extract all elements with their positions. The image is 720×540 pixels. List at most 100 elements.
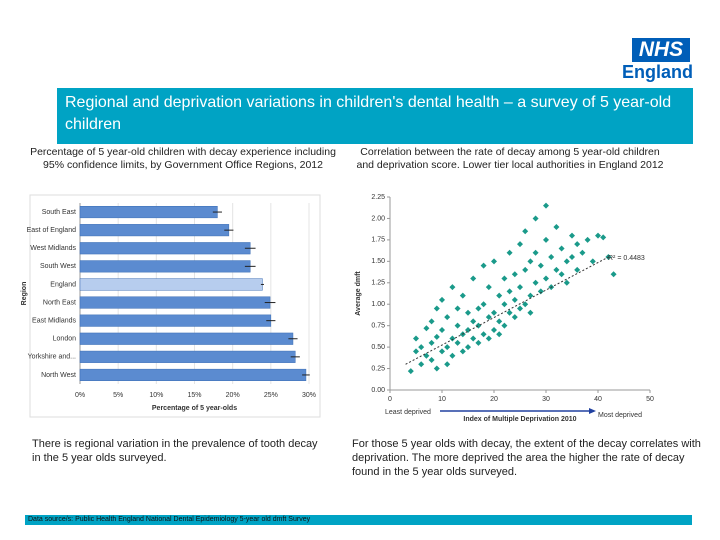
point	[558, 271, 565, 278]
point	[496, 318, 503, 325]
point	[501, 275, 508, 282]
point	[553, 224, 560, 231]
point	[584, 236, 591, 243]
x-tick-label: 40	[594, 396, 602, 403]
point	[537, 288, 544, 295]
point	[480, 301, 487, 308]
point	[496, 331, 503, 338]
point	[574, 241, 581, 248]
point	[449, 352, 456, 359]
point	[543, 236, 549, 243]
point	[501, 301, 508, 308]
x-tick-label: 5%	[113, 392, 123, 399]
arrow-head	[589, 408, 596, 414]
point	[433, 333, 440, 340]
point	[465, 326, 471, 333]
y-axis-label: Average dmft	[355, 271, 362, 316]
point	[537, 262, 544, 269]
point	[553, 266, 560, 273]
point	[610, 271, 617, 278]
point	[485, 314, 492, 321]
point	[511, 314, 518, 321]
y-tick-label: 0.00	[371, 387, 385, 394]
bar	[79, 350, 296, 363]
point	[527, 292, 534, 299]
point	[480, 331, 487, 338]
point	[517, 284, 523, 291]
point	[428, 339, 435, 346]
y-tick-label: 1.50	[371, 258, 385, 265]
point	[449, 284, 456, 291]
point	[475, 339, 482, 346]
y-tick-label: West Midlands	[30, 245, 76, 252]
x-tick-label: 10	[438, 396, 446, 403]
y-tick-label: East of England	[27, 227, 77, 234]
bar	[79, 332, 294, 345]
x-tick-label: 20	[490, 396, 498, 403]
point	[454, 305, 461, 312]
point	[532, 279, 539, 286]
point	[522, 228, 529, 235]
x-tick-label: 25%	[264, 392, 278, 399]
point	[475, 305, 482, 312]
point	[470, 335, 477, 342]
point	[428, 356, 435, 363]
logo-nhs: NHS	[632, 38, 690, 62]
point	[527, 309, 534, 316]
point	[527, 258, 534, 265]
point	[428, 318, 435, 325]
point	[423, 325, 430, 332]
bar	[79, 260, 251, 273]
point	[491, 258, 497, 265]
point	[569, 232, 575, 239]
point	[444, 314, 451, 321]
point	[454, 322, 461, 329]
y-tick-label: 1.75	[371, 237, 385, 244]
logo-england: England	[622, 62, 693, 82]
point	[439, 326, 445, 333]
x-low-label: Least deprived	[385, 409, 431, 416]
point	[423, 352, 430, 359]
point	[532, 249, 539, 256]
point	[454, 339, 461, 346]
point	[439, 296, 445, 303]
point	[595, 232, 601, 239]
x-axis-label: Percentage of 5 year-olds	[152, 405, 237, 412]
point	[506, 309, 513, 316]
point	[465, 344, 471, 351]
y-tick-label: Yorkshire and...	[28, 354, 76, 361]
point	[470, 318, 477, 325]
point	[413, 348, 419, 355]
x-tick-label: 10%	[149, 392, 163, 399]
y-tick-label: South East	[42, 209, 76, 216]
point	[491, 309, 497, 316]
point	[475, 322, 482, 329]
point	[522, 301, 529, 308]
y-tick-label: 0.50	[371, 344, 385, 351]
point	[506, 288, 513, 295]
x-tick-label: 50	[646, 396, 654, 403]
y-tick-label: South West	[40, 263, 76, 270]
point	[579, 249, 586, 256]
y-tick-label: 0.75	[371, 323, 385, 330]
point	[548, 254, 555, 261]
y-tick-label: North West	[41, 372, 76, 379]
annotation: R² = 0.4483	[608, 255, 645, 262]
point	[444, 344, 451, 351]
right-text: For those 5 year olds with decay, the ex…	[352, 438, 701, 478]
x-high-label: Most deprived	[598, 412, 642, 419]
bar	[79, 278, 263, 291]
bar	[79, 368, 307, 381]
point	[485, 284, 492, 291]
point	[532, 215, 539, 222]
x-tick-label: 30%	[302, 392, 316, 399]
y-axis-label: Region	[21, 282, 28, 306]
chart-title: Correlation between the rate of decay am…	[356, 146, 664, 171]
point	[407, 368, 414, 375]
point	[418, 361, 425, 368]
point	[496, 292, 503, 299]
x-axis-label: Index of Multiple Deprivation 2010	[463, 416, 576, 423]
x-tick-label: 0	[388, 396, 392, 403]
bar	[79, 314, 272, 327]
point	[563, 258, 570, 265]
